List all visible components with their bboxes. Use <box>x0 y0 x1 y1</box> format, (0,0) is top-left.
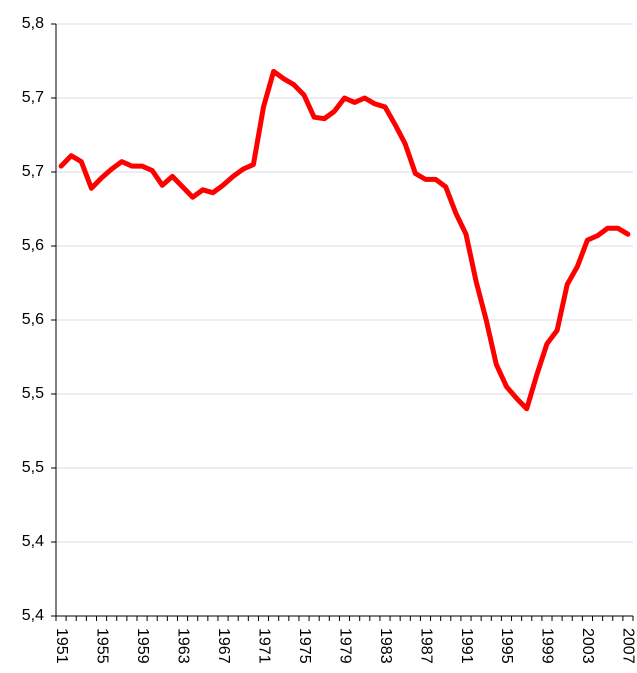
x-tick-label: 1999 <box>539 628 556 664</box>
x-tick-label: 1995 <box>498 628 515 664</box>
line-series <box>58 68 631 412</box>
y-tick-label: 5,5 <box>22 385 44 402</box>
x-tick-label: 1975 <box>296 628 313 664</box>
y-tick-label: 5,7 <box>22 89 44 106</box>
y-tick-label: 5,6 <box>22 311 44 328</box>
y-tick-label: 5,8 <box>22 15 44 32</box>
x-tick-label: 2003 <box>579 628 596 664</box>
y-tick-label: 5,5 <box>22 459 44 476</box>
x-tick-label: 1963 <box>174 628 191 664</box>
x-tick-label: 1987 <box>417 628 434 664</box>
x-tick-label: 1979 <box>336 628 353 664</box>
x-tick-label: 1971 <box>255 628 272 664</box>
x-tick-label: 1967 <box>215 628 232 664</box>
y-tick-label: 5,4 <box>22 533 44 550</box>
x-tick-label: 1959 <box>134 628 151 664</box>
x-tick-label: 1951 <box>53 628 70 664</box>
y-tick-label: 5,6 <box>22 237 44 254</box>
x-tick-label: 1983 <box>377 628 394 664</box>
y-tick-label: 5,4 <box>22 607 44 624</box>
x-tick-label: 2007 <box>620 628 637 664</box>
y-tick-label: 5,7 <box>22 163 44 180</box>
x-tick-label: 1991 <box>458 628 475 664</box>
x-tick-label: 1955 <box>93 628 110 664</box>
